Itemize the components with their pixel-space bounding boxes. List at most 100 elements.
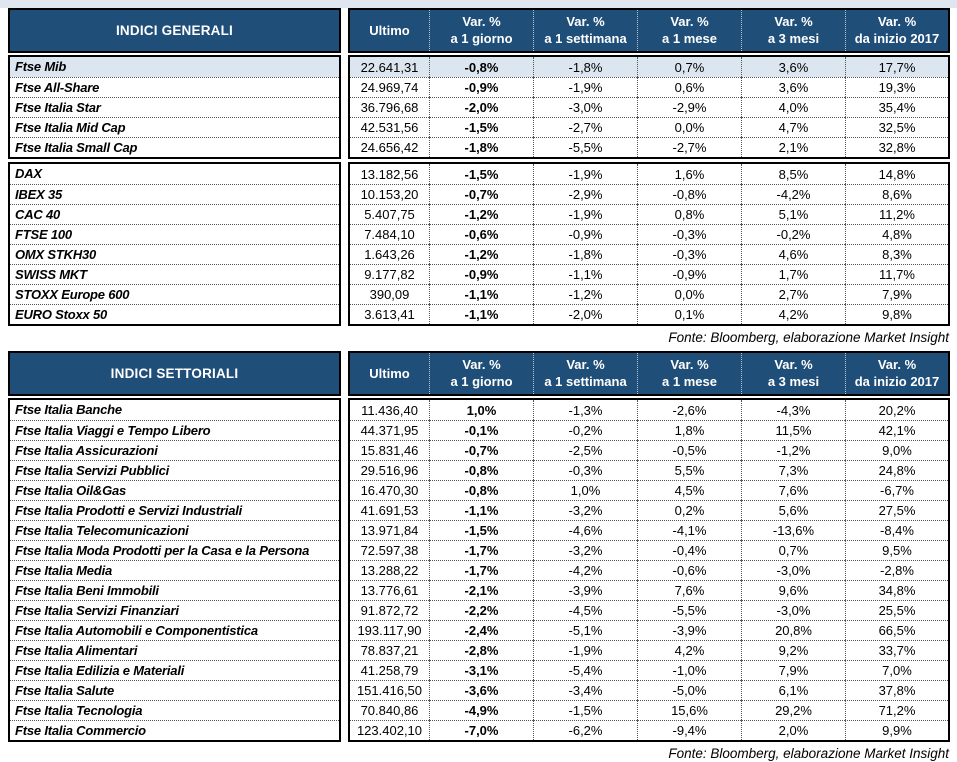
- row-value: 15,6%: [637, 700, 741, 720]
- column-header: Var. % da inizio 2017: [845, 10, 948, 51]
- row-value: 4,5%: [637, 480, 741, 500]
- row-value: -0,3%: [637, 244, 741, 264]
- row-value: -3,0%: [533, 97, 637, 117]
- row-value: -3,1%: [429, 660, 533, 680]
- row-value: -0,8%: [429, 57, 533, 77]
- row-value: -8,4%: [845, 520, 948, 540]
- row-value: -1,3%: [533, 400, 637, 420]
- row-value: 9,0%: [845, 440, 948, 460]
- row-value: -9,4%: [637, 720, 741, 740]
- row-value: 0,1%: [637, 304, 741, 324]
- column-header: Var. % a 1 mese: [637, 353, 741, 394]
- index-group: DAX IBEX 35 CAC 40 FTSE 100 OMX STKH30 SWISS …: [8, 162, 950, 326]
- row-value: -0,8%: [429, 460, 533, 480]
- row-name: Ftse Italia Servizi Pubblici: [10, 460, 339, 480]
- row-value: 13.182,56: [360, 166, 419, 182]
- row-value: -1,1%: [533, 264, 637, 284]
- row-value: -5,1%: [533, 620, 637, 640]
- column-header-line1: Var. %: [670, 14, 709, 29]
- row-value: 9,9%: [845, 720, 948, 740]
- row-value: -2,7%: [533, 117, 637, 137]
- column-header-line2: a 3 mesi: [767, 374, 820, 389]
- row-value: 25,5%: [845, 600, 948, 620]
- row-value: 14,8%: [845, 164, 948, 184]
- row-value: -0,2%: [741, 224, 845, 244]
- row-value: -1,9%: [533, 77, 637, 97]
- row-value: 0,2%: [637, 500, 741, 520]
- row-value: 3.613,41: [350, 304, 429, 324]
- row-value: 37,8%: [845, 680, 948, 700]
- index-values-grid: 11.436,40 1,0% -1,3% -2,6% -4,3% 20,2% 44.371,…: [348, 398, 950, 742]
- row-value: 1,0%: [429, 400, 533, 420]
- row-value: 7,3%: [741, 460, 845, 480]
- column-header-line1: Var. %: [877, 357, 917, 372]
- row-value: 9,5%: [845, 540, 948, 560]
- row-value: -1,5%: [429, 520, 533, 540]
- row-name: Ftse Italia Automobili e Componentistica: [10, 620, 339, 640]
- row-value: 71,2%: [845, 700, 948, 720]
- row-value: 4,6%: [741, 244, 845, 264]
- row-value: 193.117,90: [350, 620, 429, 640]
- row-value: -3,2%: [533, 500, 637, 520]
- row-value: 8,5%: [741, 164, 845, 184]
- row-value: 72.597,38: [350, 540, 429, 560]
- row-value: 9,2%: [741, 640, 845, 660]
- row-name: Ftse Italia Telecomunicazioni: [10, 520, 339, 540]
- row-value: 5,5%: [637, 460, 741, 480]
- row-value: 11,7%: [845, 264, 948, 284]
- row-value: 7,0%: [845, 660, 948, 680]
- row-name: Ftse Italia Moda Prodotti per la Casa e …: [10, 540, 339, 560]
- row-name: Ftse Italia Prodotti e Servizi Industria…: [10, 500, 339, 520]
- row-value: -2,5%: [533, 440, 637, 460]
- row-name: EURO Stoxx 50: [10, 304, 339, 324]
- column-header-line2: a 1 mese: [662, 374, 717, 389]
- row-value: 34,8%: [845, 580, 948, 600]
- row-value: 15.831,46: [350, 440, 429, 460]
- row-name: IBEX 35: [10, 184, 339, 204]
- row-value: -1,8%: [429, 137, 533, 157]
- column-header-line1: Var. %: [462, 14, 501, 29]
- column-header: Var. % a 1 giorno: [429, 10, 533, 51]
- row-value: 2,7%: [741, 284, 845, 304]
- row-value: -3,0%: [741, 560, 845, 580]
- row-value: -6,7%: [845, 480, 948, 500]
- row-value: 44.371,95: [350, 420, 429, 440]
- row-value: -2,7%: [637, 137, 741, 157]
- row-name: Ftse Italia Media: [10, 560, 339, 580]
- row-value: 5,1%: [741, 204, 845, 224]
- column-header: Var. % a 1 settimana: [533, 10, 637, 51]
- row-value: 4,8%: [845, 224, 948, 244]
- row-value: -1,2%: [429, 244, 533, 264]
- row-value: -2,9%: [637, 97, 741, 117]
- general-column-headers: Ultimo Var. % a 1 giorno Var. % a 1 settiman…: [348, 8, 950, 53]
- row-value: 27,5%: [845, 500, 948, 520]
- column-header-line2: a 1 mese: [662, 31, 717, 46]
- row-value: -1,8%: [533, 244, 637, 264]
- row-value: -0,8%: [637, 184, 741, 204]
- row-value: -1,9%: [533, 204, 637, 224]
- row-value: 1.643,26: [350, 244, 429, 264]
- row-value: 1,0%: [533, 480, 637, 500]
- column-header-line2: a 1 giorno: [450, 374, 513, 389]
- market-report-page: INDICI GENERALI Ultimo Var. % a 1 giorno Va…: [0, 8, 957, 762]
- row-value: -1,2%: [429, 204, 533, 224]
- row-value: 4,2%: [637, 640, 741, 660]
- row-value: -1,7%: [429, 560, 533, 580]
- row-value: 8,6%: [845, 184, 948, 204]
- row-value: 4,2%: [741, 304, 845, 324]
- row-value: -4,2%: [533, 560, 637, 580]
- column-header: Var. % a 1 mese: [637, 10, 741, 51]
- row-value: 91.872,72: [350, 600, 429, 620]
- row-value: -0,2%: [533, 420, 637, 440]
- row-value: 13.971,84: [350, 520, 429, 540]
- row-value: -4,3%: [741, 400, 845, 420]
- sector-indices-table: INDICI SETTORIALI Ultimo Var. % a 1 giorno…: [8, 351, 950, 742]
- column-header-line1: Var. %: [774, 14, 813, 29]
- row-value: -3,9%: [533, 580, 637, 600]
- column-header: Var. % a 1 giorno: [429, 353, 533, 394]
- row-name: STOXX Europe 600: [10, 284, 339, 304]
- row-value: -0,3%: [533, 460, 637, 480]
- row-name: FTSE 100: [10, 224, 339, 244]
- row-value: 0,0%: [637, 117, 741, 137]
- column-header-line1: Var. %: [566, 357, 605, 372]
